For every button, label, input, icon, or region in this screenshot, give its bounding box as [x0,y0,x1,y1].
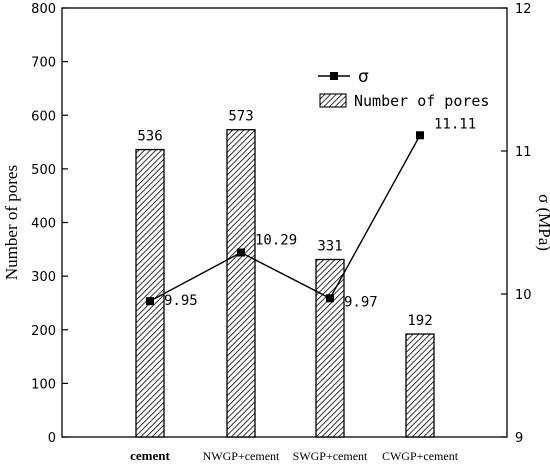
bar-cement [135,148,165,438]
y2-tick-label: 10 [515,288,532,303]
sigma-value-label: 9.97 [344,294,378,310]
sigma-point-marker [416,131,424,140]
sigma-point-marker [146,297,154,306]
bar-value-label: 192 [407,313,432,329]
sigma-value-label: 9.95 [164,293,198,309]
sigma-value-label: 11.11 [434,116,476,132]
sigma-line [149,134,421,302]
y-tick-label: 700 [31,56,56,71]
y-axis-title: Number of pores [2,165,21,280]
y-tick-label: 0 [48,431,56,446]
bar-value-label: 573 [228,109,253,125]
legend-label-sigma: σ [358,67,369,87]
plot-frame [61,7,508,438]
y2-tick-label: 11 [515,145,532,160]
y2-tick-label: 9 [515,431,523,446]
x-category-label: SWGP+cement [293,449,368,463]
y-tick-label: 100 [31,377,56,392]
x-category-label: CWGP+cement [382,449,459,463]
sigma-point-marker [237,248,245,257]
legend-hatch-sample [319,93,347,108]
y-tick-label: 800 [31,2,56,17]
y-tick-label: 600 [31,109,56,124]
y-tick-label: 500 [31,163,56,178]
legend-marker-sample [330,72,338,80]
y-tick-label: 400 [31,217,56,232]
y2-axis-title: σ (MPa) [535,194,550,251]
bar-nwgp-cement [226,129,256,438]
bar-value-label: 331 [317,239,342,255]
y2-tick-label: 12 [515,2,532,17]
legend: σ Number of pores [318,67,489,110]
bar-swgp-cement [315,258,345,438]
bar-cwgp-cement [405,333,435,438]
bar-value-label: 536 [137,129,162,145]
sigma-value-label: 10.29 [255,233,297,249]
x-category-label: NWGP+cement [203,449,280,463]
sigma-point-marker [326,294,334,303]
y-tick-label: 200 [31,324,56,339]
legend-label-pores: Number of pores [354,92,489,110]
y-tick-label: 300 [31,270,56,285]
x-category-label: cement [130,448,170,463]
